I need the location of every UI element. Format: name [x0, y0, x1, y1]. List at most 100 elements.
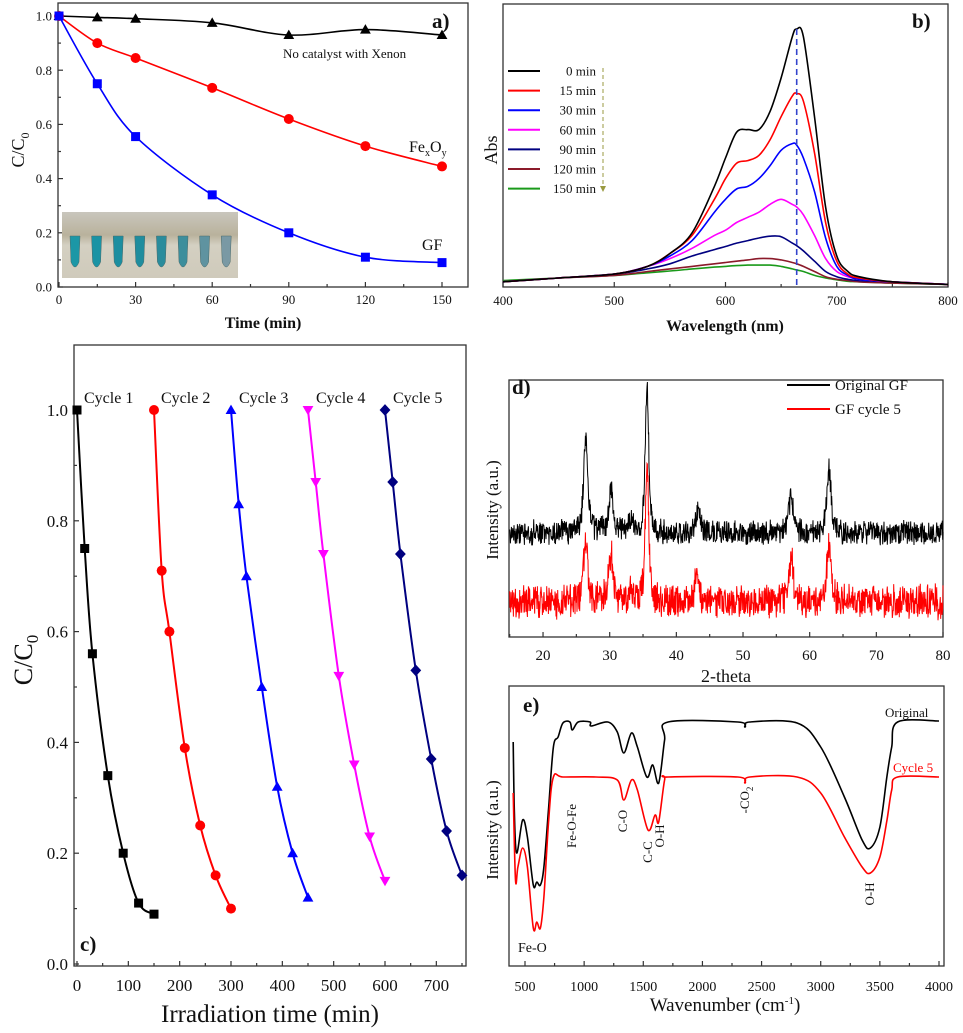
panel-c-data-point-0 [149, 909, 159, 919]
panel-c-plot-area: 0 100 200 300 400 500 600 700 0.0 0.2 0.4 0.6 0.8 1.0 [47, 344, 468, 995]
annotation-c-c: C-C [640, 841, 655, 863]
panel-a-data-point-1 [92, 38, 103, 49]
panel-e-x-axis-label: Wavenumber (cm-1) [650, 995, 801, 1016]
panel-e-x-tick-label: 500 [515, 980, 536, 995]
panel-c-data-point-1 [156, 565, 167, 576]
legend-label: 30 min [560, 103, 597, 118]
panel-c-data-point-0 [87, 649, 97, 659]
vial-icon [220, 235, 232, 268]
inset-photo-vials [62, 212, 238, 278]
panel-a-x-tick-label: 30 [129, 292, 142, 307]
panel-c-data-point-2 [233, 498, 245, 509]
panel-a-data-point-1 [283, 113, 294, 124]
panel-a-frame [57, 2, 469, 288]
panel-a-data-point-2 [131, 132, 141, 142]
panel-b-spectrum-0 [502, 26, 949, 286]
panel-c-cycle-chart: 0 100 200 300 400 500 600 700 0.0 0.2 0.4 0.6 0.8 1.0… [9, 344, 468, 1028]
legend-label: 0 min [566, 64, 596, 79]
panel-a-series-line-1 [58, 15, 443, 168]
vial-icon [112, 235, 124, 268]
panel-c-y-tick-label: 0.8 [47, 512, 68, 531]
vial-icon [91, 235, 102, 268]
panel-c-data-point-1 [195, 820, 206, 831]
panel-e-x-tick-label: 2000 [688, 980, 716, 995]
vial-icon [156, 235, 167, 268]
panel-a-x-tick-label: 90 [282, 292, 295, 307]
panel-e-y-axis-label: Intensity (a.u.) [483, 780, 502, 880]
panel-c-x-tick-label: 0 [73, 976, 82, 995]
panel-c-data-point-4 [441, 825, 452, 837]
panel-a-data-point-2 [437, 258, 447, 268]
cycle-2-label: Cycle 2 [161, 390, 210, 407]
panel-b-spectrum-2 [502, 142, 949, 286]
panel-c-data-point-3 [348, 760, 360, 770]
panel-b-x-axis-label: Wavelength (nm) [666, 318, 784, 335]
panel-a-x-axis-label: Time (min) [225, 315, 302, 332]
panel-e-x-tick-label: 3000 [807, 980, 835, 995]
panel-a-y-tick-label: 0.0 [36, 280, 52, 295]
panel-c-data-point-2 [302, 892, 314, 902]
panel-b-spectrum-3 [502, 198, 949, 286]
panel-c-data-point-0 [72, 405, 82, 415]
panel-c-data-point-0 [103, 771, 113, 781]
panel-c-x-axis-label: Irradiation time (min) [161, 1001, 379, 1028]
panel-d-label: d) [512, 375, 531, 399]
panel-c-y-tick-label: 0.2 [47, 844, 68, 863]
panel-c-data-point-3 [302, 405, 314, 416]
panel-c-x-tick-label: 300 [218, 976, 244, 995]
panel-a-data-point-2 [92, 79, 102, 89]
inset-photo-background [62, 212, 238, 278]
panel-c-series-line-0 [76, 409, 155, 915]
panel-b-label: b) [912, 9, 931, 33]
panel-c-data-point-2 [287, 847, 298, 858]
panel-a-degradation-chart: 0 30 60 90 120 150 0.0 0.2 0.4 0.6 0.8 1.0 a) No ca… [8, 2, 469, 332]
annotation-c-o: C-O [615, 810, 630, 832]
panel-a-y-tick-label: 1.0 [36, 9, 52, 24]
vial-icon [134, 235, 146, 268]
panel-c-data-point-3 [310, 477, 322, 488]
panel-a-data-point-0 [130, 13, 141, 23]
panel-c-y-tick-label: 0.6 [47, 623, 68, 642]
legend-label: 15 min [560, 83, 597, 98]
panel-c-data-point-4 [395, 548, 406, 560]
annotation-co2: -CO2 [737, 787, 755, 814]
panel-c-x-tick-label: 600 [372, 976, 398, 995]
panel-e-frame [508, 685, 945, 967]
panel-c-data-point-4 [379, 404, 391, 416]
panel-d-x-tick-label: 80 [936, 648, 951, 664]
annotation-o-h-3420: O-H [862, 882, 877, 905]
panel-b-plot-area: 400 500 600 700 800 [493, 3, 958, 308]
panel-c-data-point-2 [256, 681, 268, 692]
panel-b-legend: 0 min 15 min 30 min 60 min 90 min 120 min 150 … [508, 64, 606, 196]
panel-b-x-tick-label: 400 [493, 293, 513, 308]
panel-a-y-tick-label: 0.8 [36, 63, 52, 78]
panel-b-x-tick-label: 700 [827, 293, 847, 308]
panel-c-y-axis-label: C/C0 [9, 635, 42, 685]
panel-a-y-tick-label: 0.4 [36, 171, 53, 186]
panel-a-data-point-0 [206, 17, 218, 27]
panel-c-data-point-0 [118, 848, 128, 858]
legend-label-original-gf: Original GF [835, 378, 908, 394]
panel-c-data-point-1 [149, 405, 159, 415]
panel-a-y-tick-label: 0.6 [36, 117, 53, 132]
panel-c-data-point-0 [134, 898, 144, 908]
panel-c-x-tick-label: 100 [116, 976, 142, 995]
annotation-o-h-1630: O-H [652, 824, 667, 847]
panel-c-series-line-2 [230, 409, 309, 898]
panel-c-data-point-3 [379, 876, 391, 887]
panel-b-absorbance-chart: 400 500 600 700 800 0 min 15 min 30 min 60 min 9… [481, 3, 958, 335]
panel-c-label: c) [80, 932, 96, 956]
panel-c-series-line-4 [384, 409, 463, 876]
panel-c-x-tick-label: 200 [167, 976, 193, 995]
panel-c-series-line-1 [153, 409, 232, 910]
panel-a-data-point-1 [207, 82, 218, 93]
panel-a-x-tick-label: 60 [206, 292, 219, 307]
panel-e-spectrum-1 [512, 773, 940, 932]
panel-a-label: a) [432, 9, 450, 33]
panel-b-x-tick-label: 500 [605, 293, 625, 308]
panel-a-data-point-1 [130, 53, 141, 64]
vial-icon [199, 235, 210, 268]
panel-e-x-tick-label: 3500 [866, 980, 894, 995]
series-label-no-catalyst: No catalyst with Xenon [283, 46, 407, 61]
